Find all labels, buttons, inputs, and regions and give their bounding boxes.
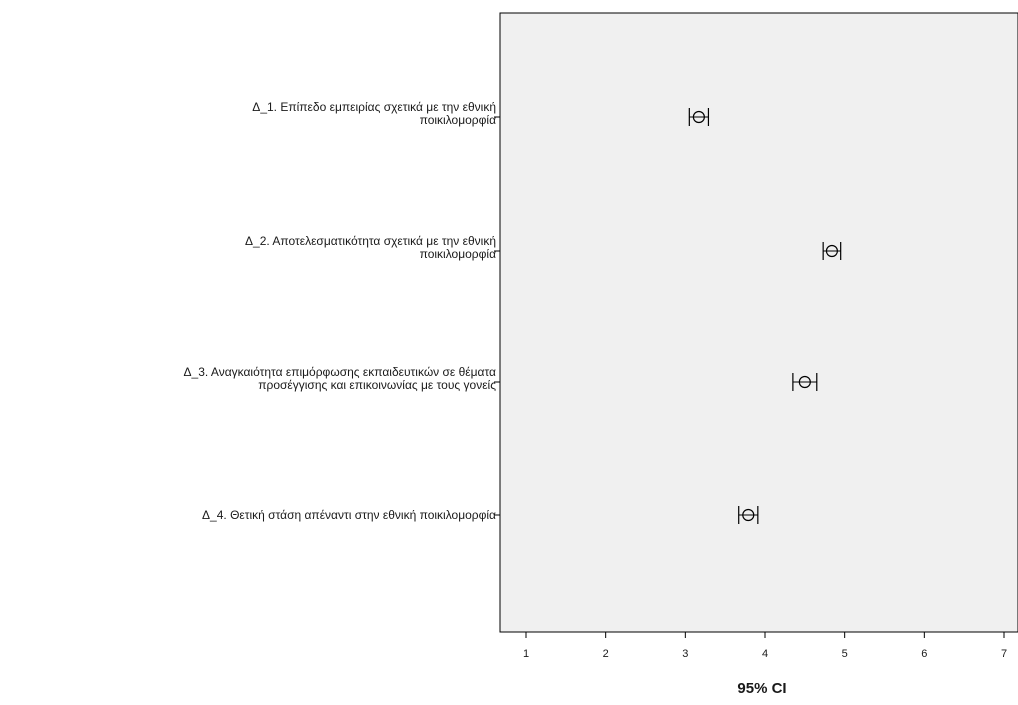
plot-area (499, 12, 1018, 633)
x-tick-label-6: 6 (921, 648, 927, 660)
mean-marker-4 (742, 508, 755, 522)
x-axis-title: 95% CI (737, 680, 786, 697)
category-label-2-line-1: Δ_2. Αποτελεσματικότητα σχετικά με την ε… (245, 234, 496, 248)
category-label-1-line-2: ποικιλομορφία (420, 113, 496, 127)
category-label-3-line-2: προσέγγισης και επικοινωνίας με τους γον… (258, 378, 496, 392)
x-tick-label-1: 1 (523, 648, 529, 660)
x-tick-label-7: 7 (1001, 648, 1007, 660)
mean-marker-3 (798, 375, 811, 389)
x-tick-label-2: 2 (603, 648, 609, 660)
mean-marker-2 (825, 244, 839, 258)
category-label-1-line-1: Δ_1. Επίπεδο εμπειρίας σχετικά με την εθ… (252, 100, 496, 114)
x-tick-label-5: 5 (842, 648, 848, 660)
x-tick-label-3: 3 (682, 648, 688, 660)
x-tick-label-4: 4 (762, 648, 768, 660)
category-label-3-line-1: Δ_3. Αναγκαιότητα επιμόρφωσης εκπαιδευτι… (184, 365, 497, 379)
category-label-2-line-2: ποικιλομορφία (420, 247, 496, 261)
mean-marker-1 (692, 110, 705, 124)
category-label-4-line-1: Δ_4. Θετική στάση απέναντι στην εθνική π… (202, 508, 496, 522)
chart-marks: 1 2 3 4 5 6 7 Δ_1. Επίπεδο εμπειρίας σχετικά με… (184, 100, 1008, 660)
